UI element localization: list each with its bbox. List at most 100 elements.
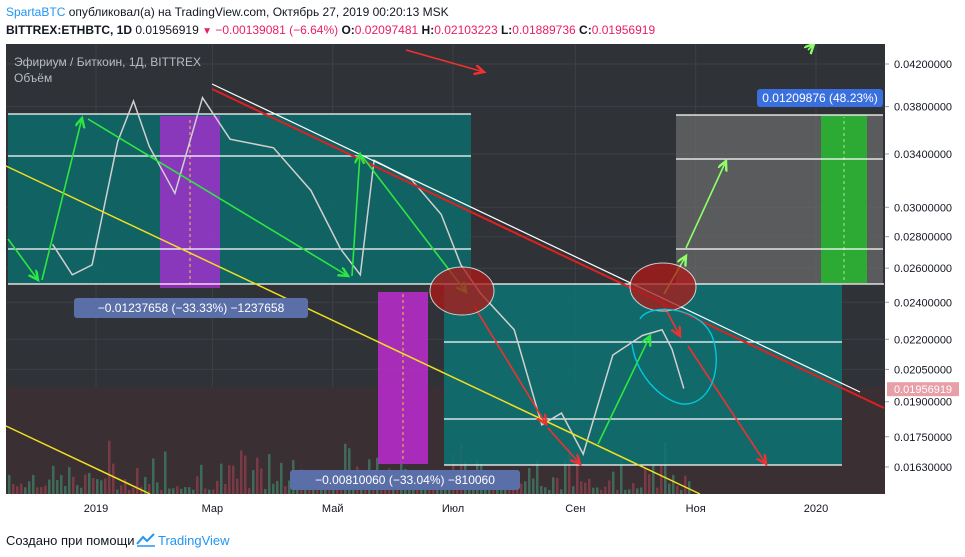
y-tick-label: 0.01750000 xyxy=(894,432,952,444)
volume-bar xyxy=(568,447,571,494)
volume-bar xyxy=(132,487,135,494)
volume-bar xyxy=(12,484,15,494)
volume-bar xyxy=(104,478,107,494)
volume-bar xyxy=(92,478,95,494)
red-arrows xyxy=(405,49,766,464)
measure-label-1-text: −0.01237658 (−33.33%) −1237658 xyxy=(98,301,285,315)
volume-bar xyxy=(64,485,67,494)
y-tick-label: 0.03800000 xyxy=(894,102,952,114)
x-tick-label: 2019 xyxy=(84,503,108,515)
volume-bar xyxy=(620,458,623,494)
volume-bar xyxy=(544,487,547,494)
volume-bar xyxy=(604,486,607,494)
volume-bar xyxy=(76,485,79,494)
volume-bar xyxy=(524,481,527,494)
tradingview-logo-icon xyxy=(136,533,155,547)
volume-bar xyxy=(144,476,147,494)
x-axis: 2019 Мар Май Июл Сен Ноя 2020 xyxy=(84,503,828,515)
volume-bar xyxy=(676,485,679,494)
volume-bar xyxy=(260,468,263,494)
volume-bar xyxy=(500,488,503,494)
open-label: O: xyxy=(341,23,355,37)
volume-bar xyxy=(384,487,387,494)
x-tick-label: 2020 xyxy=(804,503,828,515)
volume-bar xyxy=(580,481,583,494)
volume-bar xyxy=(448,488,451,494)
volume-bar xyxy=(240,450,243,494)
volume-bar xyxy=(168,488,171,494)
volume-bar xyxy=(220,463,223,494)
price-chart[interactable]: −0.01237658 (−33.33%) −1237658 −0.008100… xyxy=(0,44,965,524)
volume-bar xyxy=(32,474,35,494)
volume-bar xyxy=(552,477,555,494)
x-axis-panel xyxy=(0,494,885,524)
volume-bar xyxy=(272,483,275,494)
volume-bar xyxy=(16,486,19,494)
volume-bar xyxy=(596,487,599,494)
volume-bar xyxy=(548,489,551,494)
measure-label-2: −0.00810060 (−33.04%) −810060 xyxy=(290,470,520,490)
x-tick-label: Мар xyxy=(202,503,224,515)
volume-bar xyxy=(396,487,399,494)
marker-ellipse-1 xyxy=(429,266,495,316)
marker-ellipse-2 xyxy=(629,262,697,312)
volume-bar xyxy=(52,465,55,494)
volume-bar xyxy=(460,443,463,494)
range-zone-upper xyxy=(8,114,471,284)
volume-bar xyxy=(172,488,175,494)
volume-bar xyxy=(36,487,39,494)
close-label: C: xyxy=(579,23,592,37)
volume-bar xyxy=(120,485,123,494)
volume-bar xyxy=(232,465,235,494)
symbol-line: BITTREX:ETHBTC, 1D 0.01956919 ▼ −0.00139… xyxy=(6,23,655,37)
low-label: L: xyxy=(500,23,513,37)
volume-bar xyxy=(584,482,587,494)
price-change: −0.00139081 (−6.64%) xyxy=(215,23,339,37)
volume-bar xyxy=(216,480,219,494)
volume-bar xyxy=(556,477,559,494)
volume-bar xyxy=(600,489,603,494)
volume-bar xyxy=(60,475,63,494)
volume-bar xyxy=(304,489,307,494)
volume-bar xyxy=(660,465,663,494)
volume-bar xyxy=(212,489,215,494)
chart-legend-volume: Объём xyxy=(14,71,52,85)
volume-bar xyxy=(88,472,91,494)
volume-bar xyxy=(632,482,635,494)
volume-bar xyxy=(116,489,119,494)
volume-bar xyxy=(640,487,643,494)
volume-bar xyxy=(180,488,183,494)
volume-bar xyxy=(268,454,271,494)
volume-bar xyxy=(444,489,447,494)
measure-label-2-text: −0.00810060 (−33.04%) −810060 xyxy=(315,473,495,487)
volume-bar xyxy=(160,489,163,494)
volume-bar xyxy=(424,486,427,494)
y-tick-label: 0.02200000 xyxy=(894,334,952,346)
volume-bar xyxy=(532,478,535,494)
volume-bar xyxy=(44,485,47,494)
volume-bar xyxy=(496,488,499,494)
volume-bar xyxy=(204,488,207,494)
volume-bar xyxy=(288,480,291,494)
volume-bar xyxy=(332,489,335,494)
volume-bar xyxy=(224,484,227,494)
footer-brand[interactable]: TradingView xyxy=(158,533,230,548)
green-arrows xyxy=(7,118,650,445)
trendline-yellow-2 xyxy=(5,425,151,495)
volume-bar xyxy=(228,465,231,494)
volume-bar xyxy=(148,483,151,494)
volume-bar xyxy=(284,486,287,494)
chart-area[interactable]: −0.01237658 (−33.33%) −1237658 −0.008100… xyxy=(0,44,965,524)
volume-bar xyxy=(80,487,83,494)
volume-bar xyxy=(540,485,543,494)
volume-bar xyxy=(156,482,159,494)
y-axis: 0.04200000 0.03800000 0.03400000 0.03000000… xyxy=(885,59,952,474)
price-series xyxy=(51,95,685,457)
volume-bar xyxy=(488,489,491,494)
volume-bar xyxy=(528,468,531,494)
volume-bar xyxy=(564,460,567,494)
volume-bar xyxy=(188,487,191,494)
volume-bar xyxy=(644,468,647,494)
volume-bar xyxy=(588,478,591,494)
publisher-name[interactable]: SpartaBTC xyxy=(6,5,66,19)
